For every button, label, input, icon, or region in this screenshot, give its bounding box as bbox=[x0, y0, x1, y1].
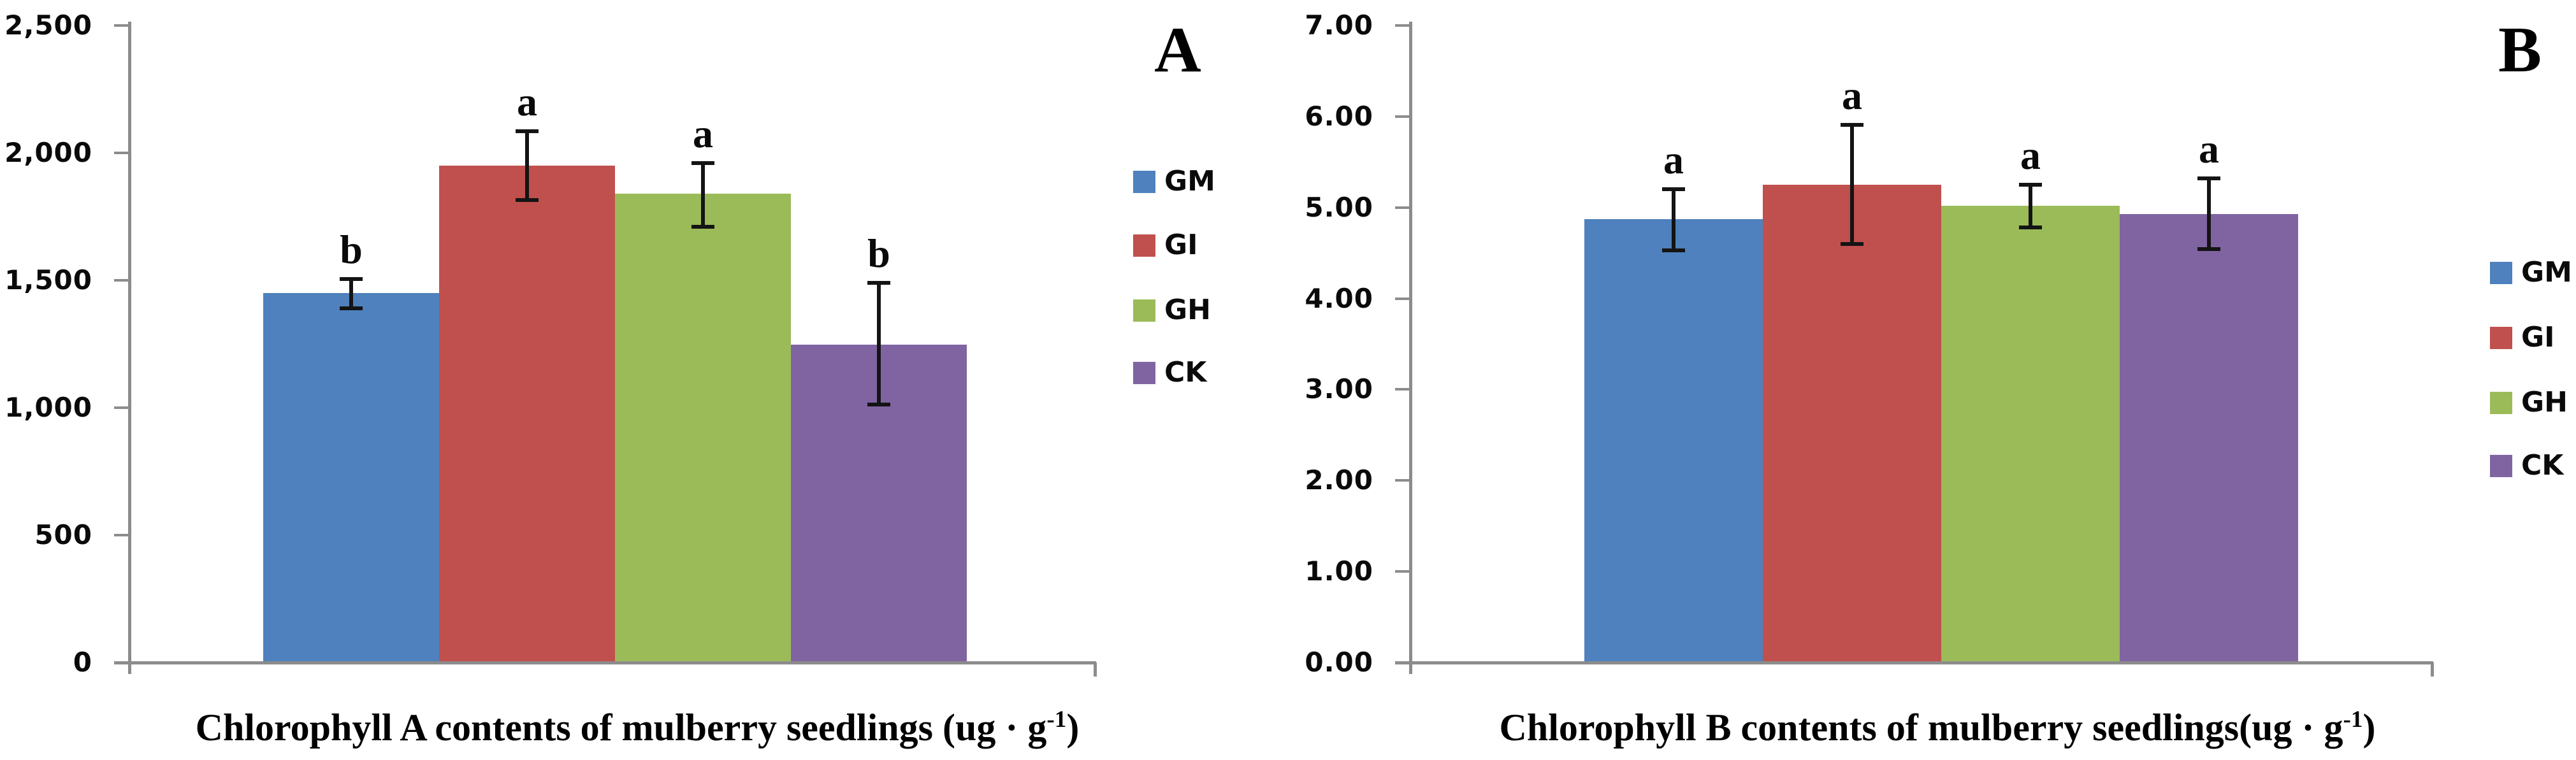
x-axis-title-b-close: ) bbox=[2363, 706, 2376, 749]
error-bar-cap-top-gh-b bbox=[2019, 183, 2042, 187]
error-bar-stem-gh-a bbox=[701, 163, 705, 227]
x-axis-line-b bbox=[1395, 661, 2433, 664]
error-bar-cap-top-ck-b bbox=[2197, 176, 2220, 180]
x-axis-line-a bbox=[114, 661, 1096, 664]
sig-letter-gi-a: a bbox=[517, 79, 537, 124]
y-axis-line-b bbox=[1409, 22, 1412, 674]
x-axis-title-a-text: Chlorophyll A contents of mulberry seedl… bbox=[195, 706, 1047, 749]
x-axis-title-b-text: Chlorophyll B contents of mulberry seedl… bbox=[1499, 706, 2343, 749]
legend-label-gm-b: GM bbox=[2521, 256, 2572, 289]
error-bar-cap-bottom-ck-b bbox=[2197, 247, 2220, 252]
legend-swatch-gm-b bbox=[2490, 262, 2512, 284]
sig-letter-gi-b: a bbox=[1842, 72, 1862, 118]
error-bar-cap-bottom-gh-a bbox=[691, 225, 714, 229]
y-tick-b bbox=[1395, 115, 1410, 118]
y-tick-label-a: 500 bbox=[34, 519, 92, 550]
error-bar-cap-bottom-ck-a bbox=[867, 403, 890, 407]
error-bar-cap-top-ck-a bbox=[867, 281, 890, 285]
y-tick-label-b: 2.00 bbox=[1305, 464, 1373, 496]
bar-gi-a bbox=[439, 166, 615, 663]
y-tick-label-b: 3.00 bbox=[1305, 373, 1373, 405]
sig-letter-gm-b: a bbox=[1663, 137, 1684, 183]
legend-swatch-ck-a bbox=[1133, 362, 1155, 384]
error-bar-cap-bottom-gh-b bbox=[2019, 226, 2042, 230]
y-tick-a bbox=[114, 534, 129, 536]
error-bar-cap-bottom-gm-b bbox=[1662, 248, 1685, 252]
x-axis-end-tick-b bbox=[2431, 663, 2434, 677]
bar-gh-a bbox=[615, 194, 791, 663]
sig-letter-gh-b: a bbox=[2020, 133, 2041, 178]
y-tick-label-b: 1.00 bbox=[1305, 556, 1373, 587]
x-axis-end-tick-a bbox=[1094, 663, 1097, 677]
legend-swatch-gm-a bbox=[1133, 171, 1155, 193]
y-axis-line-a bbox=[128, 22, 131, 674]
error-bar-stem-ck-b bbox=[2207, 178, 2211, 250]
y-tick-label-a: 1,000 bbox=[4, 392, 92, 423]
error-bar-stem-gi-b bbox=[1850, 124, 1854, 244]
legend-swatch-ck-b bbox=[2490, 455, 2512, 477]
error-bar-stem-gh-b bbox=[2029, 185, 2032, 228]
y-tick-b bbox=[1395, 24, 1410, 27]
legend-swatch-gh-b bbox=[2490, 392, 2512, 414]
error-bar-cap-bottom-gm-a bbox=[340, 306, 363, 310]
y-tick-label-b: 4.00 bbox=[1305, 282, 1373, 314]
error-bar-cap-top-gi-a bbox=[516, 129, 539, 133]
error-bar-stem-gm-b bbox=[1672, 189, 1675, 250]
error-bar-cap-top-gm-b bbox=[1662, 187, 1685, 192]
y-tick-label-b: 6.00 bbox=[1305, 100, 1373, 132]
y-tick-a bbox=[114, 279, 129, 282]
y-tick-label-b: 0.00 bbox=[1305, 647, 1373, 678]
y-tick-b bbox=[1395, 570, 1410, 573]
panel-letter-b: B bbox=[2498, 14, 2542, 86]
y-tick-label-b: 7.00 bbox=[1305, 10, 1373, 41]
sig-letter-gm-a: b bbox=[340, 227, 363, 272]
sig-letter-gh-a: a bbox=[693, 111, 713, 156]
x-axis-title-b-superscript: -1 bbox=[2343, 706, 2363, 733]
sig-letter-ck-b: a bbox=[2199, 126, 2219, 171]
y-tick-label-b: 5.00 bbox=[1305, 191, 1373, 223]
y-tick-b bbox=[1395, 297, 1410, 300]
legend-label-ck-a: CK bbox=[1164, 356, 1207, 389]
legend-swatch-gh-a bbox=[1133, 299, 1155, 322]
panel-letter-a: A bbox=[1154, 14, 1201, 86]
error-bar-cap-top-gh-a bbox=[691, 161, 714, 165]
y-tick-a bbox=[114, 406, 129, 409]
y-tick-b bbox=[1395, 206, 1410, 209]
x-axis-title-a-close: ) bbox=[1066, 706, 1080, 749]
y-tick-label-a: 1,500 bbox=[4, 264, 92, 296]
y-tick-label-a: 0 bbox=[73, 647, 92, 678]
legend-swatch-gi-a bbox=[1133, 234, 1155, 257]
legend-swatch-gi-b bbox=[2490, 327, 2512, 349]
y-tick-label-a: 2,000 bbox=[4, 137, 92, 168]
y-tick-label-a: 2,500 bbox=[4, 10, 92, 41]
legend-label-gh-b: GH bbox=[2521, 386, 2568, 419]
x-axis-title-a-superscript: -1 bbox=[1046, 706, 1067, 733]
error-bar-cap-top-gm-a bbox=[340, 277, 363, 281]
error-bar-stem-gm-a bbox=[349, 279, 353, 308]
bar-ck-b bbox=[2120, 213, 2298, 663]
legend-label-gh-a: GH bbox=[1164, 294, 1211, 326]
error-bar-cap-bottom-gi-b bbox=[1841, 241, 1863, 246]
legend-label-ck-b: CK bbox=[2521, 449, 2564, 482]
sig-letter-ck-a: b bbox=[867, 231, 890, 276]
legend-label-gm-a: GM bbox=[1164, 165, 1215, 197]
y-tick-a bbox=[114, 24, 129, 27]
error-bar-cap-top-gi-b bbox=[1841, 122, 1863, 127]
y-tick-a bbox=[114, 152, 129, 154]
bar-gm-a bbox=[263, 293, 439, 663]
y-tick-b bbox=[1395, 388, 1410, 391]
error-bar-cap-bottom-gi-a bbox=[516, 198, 539, 202]
bar-gm-b bbox=[1584, 219, 1763, 663]
y-tick-b bbox=[1395, 479, 1410, 482]
x-axis-title-b: Chlorophyll B contents of mulberry seedl… bbox=[1364, 698, 2511, 749]
error-bar-stem-gi-a bbox=[525, 131, 529, 200]
error-bar-stem-ck-a bbox=[877, 283, 881, 405]
legend-label-gi-b: GI bbox=[2521, 321, 2555, 354]
legend-label-gi-a: GI bbox=[1164, 229, 1198, 261]
bar-gi-b bbox=[1763, 185, 1941, 663]
bar-gh-b bbox=[1941, 205, 2120, 663]
x-axis-title-a: Chlorophyll A contents of mulberry seedl… bbox=[64, 698, 1211, 749]
